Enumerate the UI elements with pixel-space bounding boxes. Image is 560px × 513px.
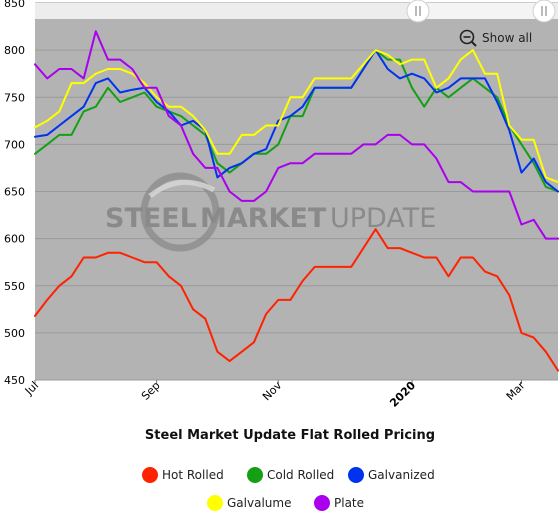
y-tick-label: 650 <box>4 186 25 199</box>
range-scrollbar[interactable] <box>35 0 558 23</box>
legend: Hot Rolled Cold Rolled Galvanized Galvalume… <box>142 467 435 511</box>
y-tick-label: 600 <box>4 233 25 246</box>
handle-left-circle[interactable] <box>406 0 430 23</box>
series-line-hot-rolled[interactable] <box>34 228 559 372</box>
y-tick-label: 700 <box>4 138 25 151</box>
watermark: STEEL MARKET UPDATE <box>105 172 436 252</box>
y-tick-label: 800 <box>4 44 25 57</box>
watermark-logo <box>140 172 220 252</box>
scrollbar-selection[interactable] <box>418 3 536 19</box>
legend-item-galvanized[interactable]: Galvanized <box>348 467 435 483</box>
y-axis: 450 500 550 600 650 700 750 800 850 <box>4 0 25 387</box>
watermark-word-update: UPDATE <box>330 203 436 234</box>
y-tick-label: 850 <box>4 0 25 10</box>
y-tick-label: 450 <box>4 374 25 387</box>
x-axis: Jul Sep Nov 2020 Mar <box>22 379 528 410</box>
series-line-cold-rolled[interactable] <box>34 49 559 193</box>
series-line-galvalume[interactable] <box>34 49 559 184</box>
zoom-out-handle <box>470 40 477 47</box>
x-tick-label: 2020 <box>387 379 418 410</box>
handle-right-circle[interactable] <box>532 0 556 23</box>
legend-item-galvalume[interactable]: Galvalume <box>207 495 291 511</box>
swoosh-logo-icon <box>148 179 216 198</box>
y-tick-label: 500 <box>4 327 25 340</box>
x-tick-label: Mar <box>504 379 528 403</box>
watermark-word-steel: STEEL <box>105 203 197 234</box>
legend-label: Plate <box>334 496 364 510</box>
zoom-out-icon <box>459 29 475 45</box>
legend-label: Hot Rolled <box>162 468 224 482</box>
legend-label: Cold Rolled <box>267 468 334 482</box>
legend-item-plate[interactable]: Plate <box>314 495 364 511</box>
legend-marker <box>207 495 223 511</box>
legend-item-hot-rolled[interactable]: Hot Rolled <box>142 467 224 483</box>
legend-marker <box>142 467 158 483</box>
y-tick-label: 750 <box>4 91 25 104</box>
legend-item-cold-rolled[interactable]: Cold Rolled <box>247 467 334 483</box>
legend-marker <box>348 467 364 483</box>
series-line-galvanized[interactable] <box>34 49 559 193</box>
x-tick-label: Sep <box>139 379 163 403</box>
legend-label: Galvalume <box>227 496 291 510</box>
watermark-word-market: MARKET <box>200 203 327 234</box>
show-all-label[interactable]: Show all <box>482 31 532 45</box>
legend-marker <box>314 495 330 511</box>
x-tick-label: Nov <box>260 379 285 404</box>
y-tick-label: 550 <box>4 280 25 293</box>
chart-title: Steel Market Update Flat Rolled Pricing <box>145 428 435 443</box>
scrollbar-handle-right[interactable] <box>532 0 556 23</box>
series-group <box>34 30 559 372</box>
scrollbar-handle-left[interactable] <box>406 0 430 23</box>
legend-marker <box>247 467 263 483</box>
legend-label: Galvanized <box>368 468 435 482</box>
show-all-button[interactable]: Show all <box>459 29 533 47</box>
series-line-plate[interactable] <box>34 30 559 240</box>
